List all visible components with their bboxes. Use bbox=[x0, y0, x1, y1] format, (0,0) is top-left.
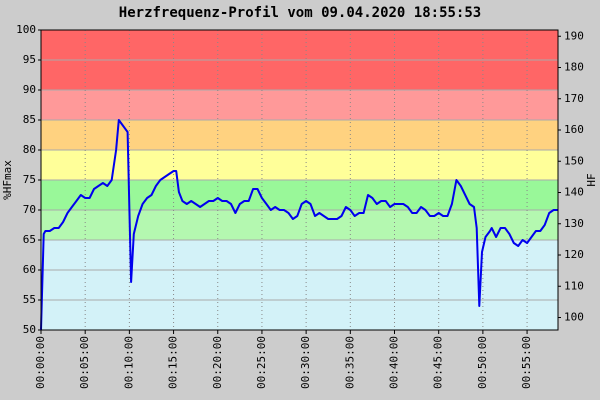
zone bbox=[41, 210, 558, 240]
y-axis-label: %HFmax bbox=[1, 160, 14, 200]
y2-tick-label: 100 bbox=[564, 311, 584, 324]
x-tick-label: 00:00:00 bbox=[34, 336, 47, 389]
y-tick-label: 55 bbox=[23, 293, 36, 306]
x-tick-label: 00:25:00 bbox=[255, 336, 268, 389]
zone bbox=[41, 180, 558, 210]
zone bbox=[41, 150, 558, 180]
y2-tick-label: 120 bbox=[564, 248, 584, 261]
zone bbox=[41, 240, 558, 330]
y2-tick-label: 140 bbox=[564, 186, 584, 199]
y2-tick-label: 160 bbox=[564, 123, 584, 136]
x-tick-label: 00:55:00 bbox=[520, 336, 533, 389]
y-tick-label: 60 bbox=[23, 263, 36, 276]
zone bbox=[41, 90, 558, 120]
y-tick-label: 80 bbox=[23, 143, 36, 156]
x-tick-label: 00:45:00 bbox=[432, 336, 445, 389]
y2-tick-label: 180 bbox=[564, 61, 584, 74]
x-tick-label: 00:05:00 bbox=[78, 336, 91, 389]
y-tick-label: 50 bbox=[23, 323, 36, 336]
x-tick-label: 00:20:00 bbox=[211, 336, 224, 389]
y2-tick-label: 150 bbox=[564, 154, 584, 167]
x-tick-label: 00:30:00 bbox=[299, 336, 312, 389]
y-tick-label: 95 bbox=[23, 53, 36, 66]
x-tick-label: 00:40:00 bbox=[388, 336, 401, 389]
x-tick-label: 00:10:00 bbox=[122, 336, 135, 389]
y-tick-label: 85 bbox=[23, 113, 36, 126]
y-tick-label: 75 bbox=[23, 173, 36, 186]
y2-tick-label: 190 bbox=[564, 29, 584, 42]
x-tick-label: 00:35:00 bbox=[343, 336, 356, 389]
plot-frame bbox=[40, 29, 559, 331]
heart-rate-line bbox=[40, 119, 558, 331]
y2-tick-label: 110 bbox=[564, 279, 584, 292]
x-tick-label: 00:50:00 bbox=[476, 336, 489, 389]
y2-axis-label: HF bbox=[585, 173, 598, 186]
y-tick-label: 90 bbox=[23, 83, 36, 96]
y2-tick-label: 130 bbox=[564, 217, 584, 230]
y-tick-label: 65 bbox=[23, 233, 36, 246]
y-tick-label: 70 bbox=[23, 203, 36, 216]
chart-title: Herzfrequenz-Profil vom 09.04.2020 18:55… bbox=[119, 5, 481, 21]
y-tick-label: 100 bbox=[16, 23, 36, 36]
x-tick-label: 00:15:00 bbox=[167, 336, 180, 389]
y2-tick-label: 170 bbox=[564, 92, 584, 105]
